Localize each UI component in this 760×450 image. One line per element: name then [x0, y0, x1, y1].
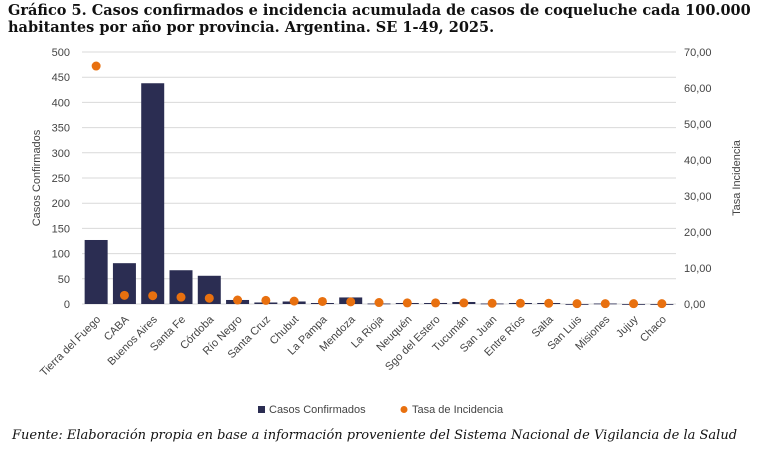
point-tasa	[148, 291, 158, 301]
legend-marker-tasa	[400, 406, 408, 413]
y2-tick-label: 70,00	[684, 47, 712, 59]
y-tick-label: 500	[52, 47, 70, 59]
y-tick-label: 50	[58, 274, 70, 286]
point-tasa	[261, 295, 271, 305]
point-tasa	[289, 296, 299, 306]
point-tasa	[487, 298, 497, 308]
point-tasa	[91, 61, 101, 71]
point-tasa	[600, 299, 610, 309]
legend-label-tasa: Tasa de Incidencia	[412, 404, 504, 416]
y-axis-label: Casos Confirmados	[31, 129, 43, 226]
y2-tick-label: 0,00	[684, 299, 705, 311]
y2-tick-label: 30,00	[684, 191, 712, 203]
bar-casos	[197, 275, 221, 304]
y2-tick-label: 10,00	[684, 263, 712, 275]
point-tasa	[346, 297, 356, 307]
chart-title: Gráfico 5. Casos confirmados e incidenci…	[8, 2, 751, 36]
bar-casos	[169, 270, 193, 304]
point-tasa	[204, 293, 214, 303]
point-tasa	[515, 298, 525, 308]
y-tick-label: 450	[52, 72, 70, 84]
y-tick-label: 250	[52, 173, 70, 185]
point-tasa	[657, 299, 667, 309]
point-tasa	[431, 298, 441, 308]
bar-casos	[141, 83, 165, 304]
y-tick-label: 350	[52, 123, 70, 135]
y-tick-label: 0	[64, 299, 70, 311]
y2-tick-label: 40,00	[684, 155, 712, 167]
y-tick-label: 150	[52, 223, 70, 235]
y-tick-label: 200	[52, 198, 70, 210]
x-tick-label: Chaco	[638, 314, 669, 345]
point-tasa	[176, 292, 186, 302]
source-note: Fuente: Elaboración propia en base a inf…	[12, 428, 738, 443]
point-tasa	[544, 298, 554, 308]
legend-label-casos: Casos Confirmados	[269, 404, 366, 416]
y-tick-label: 400	[52, 97, 70, 109]
point-tasa	[459, 298, 469, 308]
y2-tick-label: 50,00	[684, 119, 712, 131]
point-tasa	[629, 299, 639, 309]
y-tick-label: 300	[52, 148, 70, 160]
point-tasa	[572, 299, 582, 309]
y2-axis-label: Tasa Incidencia	[731, 139, 743, 216]
point-tasa	[233, 295, 243, 305]
point-tasa	[374, 298, 384, 308]
point-tasa	[317, 296, 327, 306]
point-tasa	[402, 298, 412, 308]
legend-marker-casos	[258, 406, 265, 413]
y2-tick-label: 20,00	[684, 227, 712, 239]
bar-casos	[84, 239, 108, 304]
y2-tick-label: 60,00	[684, 83, 712, 95]
bar-casos	[112, 263, 136, 304]
y-tick-label: 100	[52, 249, 70, 261]
point-tasa	[119, 290, 129, 300]
x-tick-label: Tierra del Fuego	[38, 314, 103, 379]
